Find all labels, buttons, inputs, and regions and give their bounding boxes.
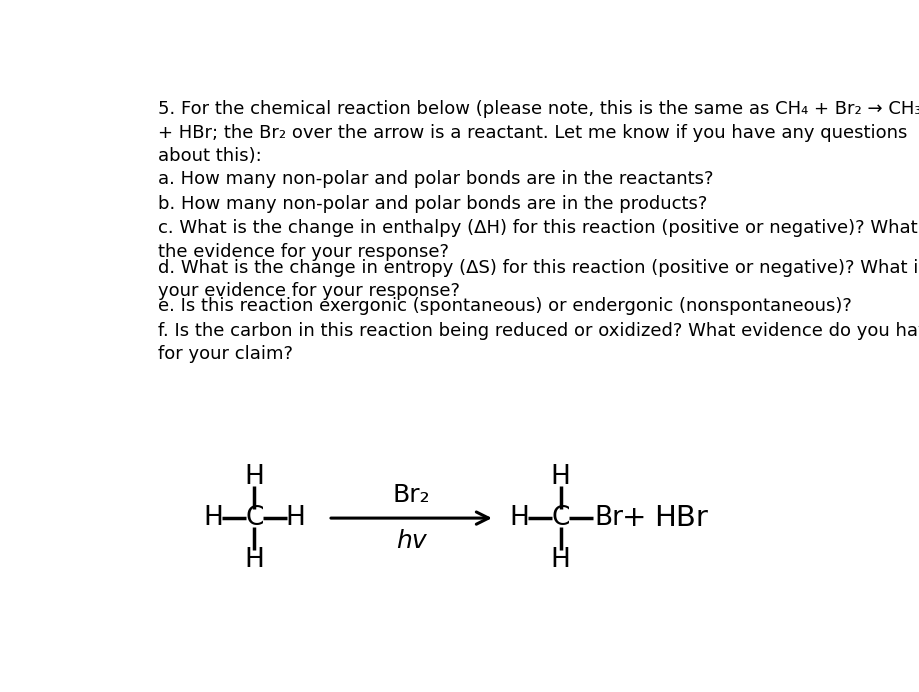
Text: H: H bbox=[203, 505, 223, 531]
Text: H: H bbox=[244, 547, 264, 573]
Text: H: H bbox=[509, 505, 529, 531]
Text: Br₂: Br₂ bbox=[392, 483, 430, 507]
Text: C: C bbox=[245, 505, 264, 531]
Text: +: + bbox=[621, 504, 646, 532]
Text: H: H bbox=[550, 547, 570, 573]
Text: H: H bbox=[244, 464, 264, 489]
Text: f. Is the carbon in this reaction being reduced or oxidized? What evidence do yo: f. Is the carbon in this reaction being … bbox=[157, 322, 919, 363]
Text: hv: hv bbox=[396, 529, 426, 553]
Text: a. How many non-polar and polar bonds are in the reactants?: a. How many non-polar and polar bonds ar… bbox=[157, 170, 712, 188]
Text: e. Is this reaction exergonic (spontaneous) or endergonic (nonspontaneous)?: e. Is this reaction exergonic (spontaneo… bbox=[157, 297, 851, 315]
Text: C: C bbox=[550, 505, 569, 531]
Text: 5. For the chemical reaction below (please note, this is the same as CH₄ + Br₂ →: 5. For the chemical reaction below (plea… bbox=[157, 100, 919, 165]
Text: H: H bbox=[550, 464, 570, 489]
Text: H: H bbox=[285, 505, 305, 531]
Text: Br: Br bbox=[594, 505, 622, 531]
Text: b. How many non-polar and polar bonds are in the products?: b. How many non-polar and polar bonds ar… bbox=[157, 194, 706, 212]
Text: d. What is the change in entropy (ΔS) for this reaction (positive or negative)? : d. What is the change in entropy (ΔS) fo… bbox=[157, 259, 919, 300]
Text: HBr: HBr bbox=[653, 504, 707, 532]
Text: c. What is the change in enthalpy (ΔH) for this reaction (positive or negative)?: c. What is the change in enthalpy (ΔH) f… bbox=[157, 219, 919, 261]
